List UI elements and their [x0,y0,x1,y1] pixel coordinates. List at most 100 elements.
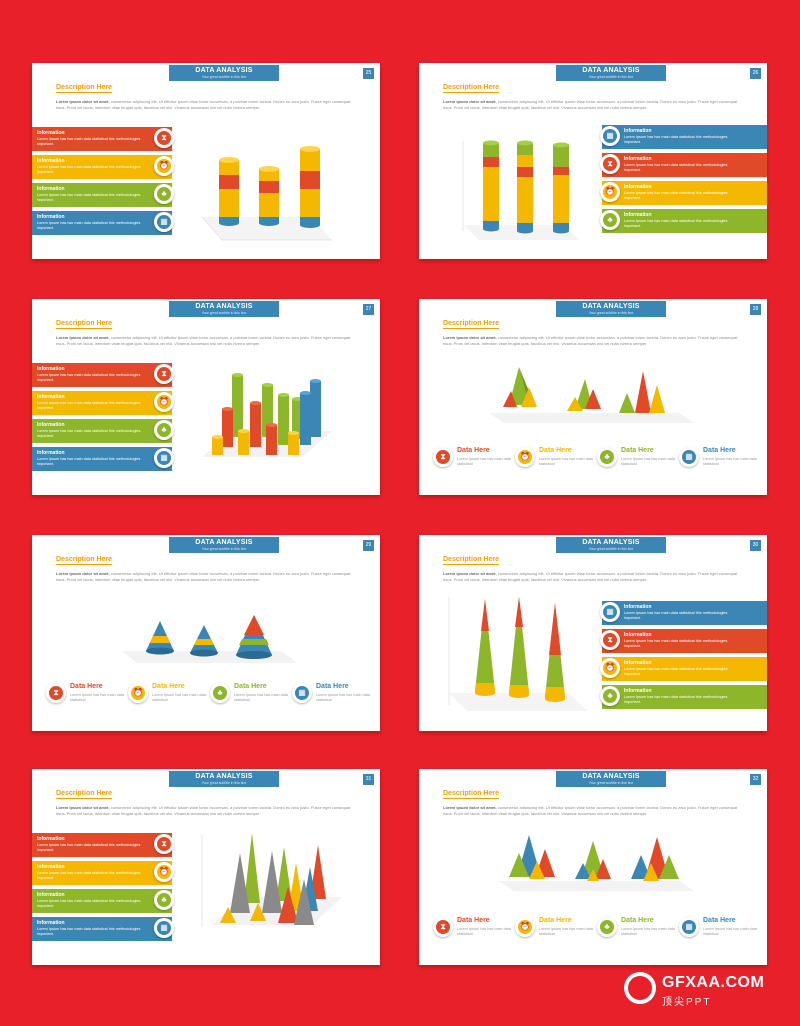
pyramid-group-1 [509,835,555,879]
info-row: Information Lorem Ipsum has two main data… [32,447,174,471]
chart-pyramids-multicolor [499,835,694,891]
data-here-label: Data Here [457,447,490,454]
info-label: Information [37,836,65,842]
info-row: Information Lorem Ipsum has two main data… [32,419,174,443]
info-text: Lorem Ipsum has two main data statistica… [37,429,141,438]
slide-header: DATA ANALYSIS Your great subtitle in this… [556,65,666,81]
info-row: Information Lorem Ipsum has two main data… [600,685,767,709]
data-here-text: Lorem Ipsum has two main data statistica… [316,693,371,702]
info-row: Information Lorem Ipsum has two main data… [600,629,767,653]
info-text: Lorem Ipsum has two main data statistica… [624,163,728,172]
hourglass-icon: ⧗ [436,450,450,464]
data-here-item: ⧗ Data Here Lorem Ipsum has two main data … [433,445,513,475]
header-subtitle: Your great subtitle in this line [201,781,247,785]
info-text: Lorem Ipsum has two main data statistica… [37,843,141,852]
description-paragraph: Lorem ipsum dolor sit amet, consectetur … [443,335,743,346]
info-label: Information [624,604,652,610]
header-subtitle: Your great subtitle in this line [588,311,634,315]
info-row: Information Lorem Ipsum has two main data… [600,657,767,681]
header-title: DATA ANALYSIS [582,539,640,546]
slide-27: DATA ANALYSIS Your great subtitle in this… [32,299,380,495]
info-row: Information Lorem Ipsum has two main data… [32,211,174,235]
cylinder-3 [553,142,569,234]
description-title: Description Here [443,84,500,93]
info-row: Information Lorem Ipsum has two main data… [600,153,767,177]
para-body: consectetur adipiscing elit. Ut efficitu… [443,805,738,816]
page-number: 31 [363,774,374,785]
slide-header: DATA ANALYSIS Your great subtitle in this… [556,301,666,317]
info-label: Information [37,450,65,456]
data-here-text: Lorem Ipsum has two main data statistica… [70,693,125,702]
cone-1 [146,621,174,655]
hierarchy-icon: ♣ [157,187,171,201]
data-here-item: ▦ Data Here Lorem Ipsum has two main data … [292,681,372,711]
alarm-clock-icon: ⏰ [518,450,532,464]
pyramid-group-2 [567,379,601,411]
info-text: Lorem Ipsum has two main data statistica… [624,695,728,704]
hierarchy-icon: ♣ [157,893,171,907]
alarm-clock-icon: ⏰ [131,686,145,700]
info-badge: ⏰ [600,182,620,202]
data-here-item: ⏰ Data Here Lorem Ipsum has two main data … [515,445,595,475]
info-label: Information [37,892,65,898]
info-row: Information Lorem Ipsum has two main data… [600,601,767,625]
slide-header: DATA ANALYSIS Your great subtitle in this… [556,537,666,553]
page-number: 26 [750,68,761,79]
info-row: Information Lorem Ipsum has two main data… [600,181,767,205]
pyramid-group-2 [575,841,611,881]
description-paragraph: Lorem ipsum dolor sit amet, consectetur … [443,805,743,816]
data-here-text: Lorem Ipsum has two main data statistica… [457,927,512,936]
info-label: Information [624,660,652,666]
alarm-clock-icon: ⏰ [157,865,171,879]
data-here-label: Data Here [703,447,736,454]
calendar-icon: ▦ [682,920,696,934]
pyramid-group-1 [503,367,537,407]
slide-25: DATA ANALYSIS Your great subtitle in this… [32,63,380,259]
info-badge: ⧗ [600,630,620,650]
info-badge: ⧗ [154,128,174,148]
data-here-badge: ⧗ [433,447,453,467]
info-label: Information [624,128,652,134]
calendar-icon: ▦ [157,451,171,465]
para-body: consectetur adipiscing elit. Ut efficitu… [56,805,351,816]
info-text: Lorem Ipsum has two main data statistica… [624,135,728,144]
info-badge: ⧗ [154,364,174,384]
hourglass-icon: ⧗ [157,837,171,851]
header-subtitle: Your great subtitle in this line [588,75,634,79]
info-badge: ♣ [154,890,174,910]
cylinder-2 [259,166,279,226]
data-here-label: Data Here [539,917,572,924]
info-badge: ⧗ [600,154,620,174]
slide-26: DATA ANALYSIS Your great subtitle in this… [419,63,767,259]
page-number: 27 [363,304,374,315]
info-text: Lorem Ipsum has two main data statistica… [37,221,141,230]
header-subtitle: Your great subtitle in this line [201,547,247,551]
page-number: 30 [750,540,761,551]
info-row: Information Lorem Ipsum has two main data… [600,125,767,149]
para-body: consectetur adipiscing elit. Ut efficitu… [56,571,351,582]
para-lead: Lorem ipsum dolor sit amet, [443,571,497,576]
data-here-label: Data Here [539,447,572,454]
data-here-text: Lorem Ipsum has two main data statistica… [703,927,758,936]
data-here-label: Data Here [703,917,736,924]
header-title: DATA ANALYSIS [195,773,253,780]
info-text: Lorem Ipsum has two main data statistica… [37,193,141,202]
data-here-item: ⧗ Data Here Lorem Ipsum has two main data … [433,915,513,945]
info-row: Information Lorem Ipsum has two main data… [32,833,174,857]
slide-header: DATA ANALYSIS Your great subtitle in this… [169,771,279,787]
info-row: Information Lorem Ipsum has two main data… [32,861,174,885]
page-number: 29 [363,540,374,551]
data-here-item: ▦ Data Here Lorem Ipsum has two main data … [679,445,759,475]
info-label: Information [37,920,65,926]
calendar-icon: ▦ [295,686,309,700]
data-here-item: ♣ Data Here Lorem Ipsum has two main data … [597,915,677,945]
page-number: 25 [363,68,374,79]
description-title: Description Here [56,556,113,565]
data-here-badge: ⧗ [46,683,66,703]
slide-29: DATA ANALYSIS Your great subtitle in this… [32,535,380,731]
para-lead: Lorem ipsum dolor sit amet, [443,99,497,104]
info-label: Information [37,864,65,870]
info-label: Information [37,366,65,372]
hierarchy-icon: ♣ [603,689,617,703]
data-here-text: Lorem Ipsum has two main data statistica… [621,457,676,466]
